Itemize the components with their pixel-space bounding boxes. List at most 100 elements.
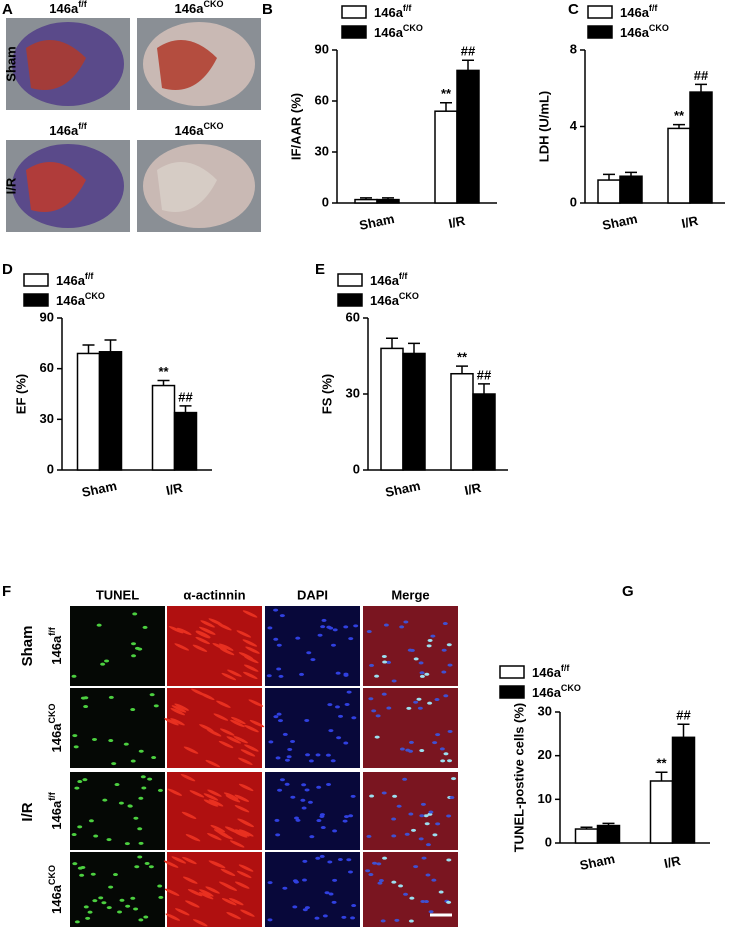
cell-dot [268, 740, 274, 744]
cell-dot [446, 814, 452, 818]
cell-dot [108, 695, 114, 699]
cell-dot [199, 724, 214, 732]
cell-dot [344, 702, 350, 706]
cell-dot [420, 899, 426, 903]
error-bar [673, 123, 685, 129]
cell-dot [234, 881, 250, 889]
micrograph [265, 688, 360, 768]
cell-dot [372, 861, 378, 865]
cell-dot [133, 816, 139, 820]
cell-dot [238, 864, 254, 872]
cell-dot [100, 662, 106, 666]
label-base: 146a [620, 25, 650, 40]
label-base: 146a [49, 800, 64, 830]
legend-label: 146af/f [370, 271, 408, 288]
cell-dot [71, 833, 77, 837]
cell-dot [171, 705, 187, 713]
infarct-area [26, 162, 86, 212]
cell-dot [92, 899, 98, 903]
cell-dot [101, 901, 107, 905]
cell-dot [242, 639, 258, 647]
legend-label: 146aCKO [374, 23, 423, 40]
cell-dot [426, 644, 432, 648]
x-tick-label: Sham [578, 851, 616, 873]
cell-dot [276, 667, 282, 671]
cell-dot [151, 756, 157, 760]
cell-dot [423, 814, 429, 818]
label-sup: f/f [561, 663, 570, 673]
cell-dot [274, 818, 280, 822]
cell-dot [314, 916, 320, 920]
cell-dot [248, 699, 264, 707]
cell-dot [290, 795, 296, 799]
cell-dot [134, 865, 140, 869]
cell-dot [114, 783, 120, 787]
micrograph [70, 606, 165, 686]
cell-dot [138, 749, 144, 753]
cell-dot [216, 700, 231, 708]
label-base: 146a [175, 123, 205, 138]
bar [667, 127, 691, 204]
legend-label: 146aCKO [370, 291, 419, 308]
cell-dot [111, 762, 117, 766]
cell-dot [220, 868, 236, 877]
x-tick-label: I/R [447, 213, 467, 231]
bar [456, 69, 480, 204]
cell-dot [324, 891, 330, 895]
cell-dot [351, 904, 357, 908]
cell-dot [326, 625, 332, 629]
cell-dot [185, 834, 201, 842]
legend-swatch [341, 5, 367, 19]
cell-dot [130, 759, 136, 763]
cell-dot [413, 700, 419, 704]
cell-dot [275, 833, 281, 837]
label-sup: CKO [561, 683, 581, 693]
cell-dot [198, 892, 214, 900]
cell-dot [273, 715, 279, 719]
row-label: 146aCKO [47, 704, 64, 753]
cell-dot [332, 829, 338, 833]
cell-dot [382, 660, 388, 664]
micrograph [363, 772, 458, 850]
cell-dot [408, 740, 414, 744]
cell-dot [423, 900, 429, 904]
label-base: 146a [620, 5, 650, 20]
cell-dot [343, 741, 349, 745]
column-label: 146aCKO [175, 121, 224, 138]
cell-dot [228, 897, 244, 906]
cell-dot [164, 718, 179, 726]
cell-dot [334, 705, 340, 709]
micrograph [70, 852, 165, 927]
cell-dot [106, 906, 112, 910]
legend-label: 146aCKO [532, 683, 581, 700]
cell-dot [207, 833, 222, 841]
cell-dot [276, 643, 282, 647]
cell-dot [451, 777, 457, 781]
cell-dot [165, 913, 181, 921]
cell-dot [338, 714, 344, 718]
cell-dot [153, 704, 159, 708]
cell-dot [447, 663, 453, 667]
cell-dot [218, 643, 234, 651]
cell-dot [80, 865, 86, 869]
y-tick-label: 60 [315, 92, 329, 107]
panel-letter: E [315, 261, 325, 278]
legend-swatch [337, 293, 363, 307]
legend-swatch [499, 665, 525, 679]
cell-dot [368, 873, 374, 877]
significance-mark: ## [178, 389, 193, 404]
y-tick-label: 4 [570, 118, 578, 133]
cell-dot [72, 862, 78, 866]
cell-dot [439, 747, 445, 751]
error-bar [462, 59, 474, 71]
cell-dot [320, 826, 326, 830]
cell-dot [137, 647, 143, 651]
cell-dot [386, 660, 392, 664]
cell-dot [319, 814, 325, 818]
cell-dot [276, 712, 282, 716]
cell-dot [337, 858, 343, 862]
cell-dot [208, 860, 224, 868]
significance-mark: ** [158, 364, 169, 379]
y-tick-label: 60 [40, 360, 54, 375]
cell-dot [245, 646, 260, 654]
